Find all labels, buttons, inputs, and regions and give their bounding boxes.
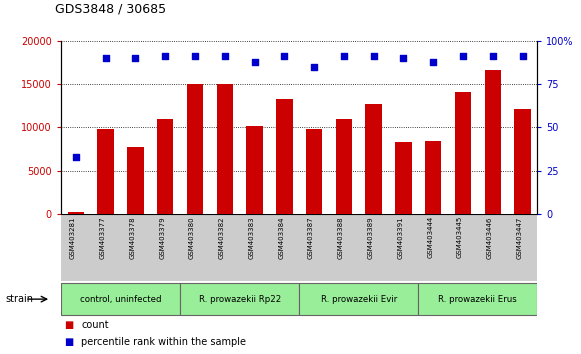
Text: GSM403377: GSM403377 [100,216,106,259]
Bar [336,119,352,214]
Text: GSM403387: GSM403387 [308,216,314,259]
Point [160,53,170,59]
Bar [276,99,292,214]
Point [339,53,349,59]
Bar [395,142,411,214]
Bar [157,119,173,214]
Bar [127,147,144,214]
FancyBboxPatch shape [418,283,537,315]
Text: ■: ■ [64,337,73,348]
Text: GSM403447: GSM403447 [517,216,522,258]
Bar [365,104,382,214]
Bar [217,84,233,214]
Bar [98,129,114,214]
Text: GSM403383: GSM403383 [249,216,254,259]
Text: GSM403380: GSM403380 [189,216,195,259]
Text: GDS3848 / 30685: GDS3848 / 30685 [55,2,166,15]
Text: R. prowazekii Erus: R. prowazekii Erus [439,295,517,304]
Text: GSM403382: GSM403382 [219,216,225,259]
Point [399,55,408,61]
Bar [306,129,322,214]
Text: GSM403444: GSM403444 [427,216,433,258]
Text: ■: ■ [64,320,73,330]
Bar [455,92,471,214]
Bar [425,141,442,214]
Text: GSM403388: GSM403388 [338,216,344,259]
Point [429,59,438,64]
Text: GSM403391: GSM403391 [397,216,403,259]
Text: R. prowazekii Evir: R. prowazekii Evir [321,295,397,304]
Point [279,53,289,59]
Point [458,53,468,59]
Text: GSM403445: GSM403445 [457,216,463,258]
Text: GSM403281: GSM403281 [70,216,76,259]
Point [220,53,229,59]
Text: percentile rank within the sample: percentile rank within the sample [81,337,246,348]
Point [191,53,200,59]
Bar [485,70,501,214]
Point [71,154,81,160]
Text: GSM403389: GSM403389 [368,216,374,259]
Point [310,64,319,69]
Text: GSM403446: GSM403446 [487,216,493,258]
Bar [187,84,203,214]
Text: GSM403378: GSM403378 [130,216,135,259]
Point [101,55,110,61]
FancyBboxPatch shape [299,283,418,315]
Bar [246,126,263,214]
Text: count: count [81,320,109,330]
Text: GSM403384: GSM403384 [278,216,284,259]
Point [250,59,259,64]
Bar [514,109,530,214]
Point [488,53,497,59]
Bar [68,212,84,214]
Text: GSM403379: GSM403379 [159,216,165,259]
FancyBboxPatch shape [180,283,299,315]
Text: strain: strain [6,294,34,304]
Text: control, uninfected: control, uninfected [80,295,162,304]
FancyBboxPatch shape [61,283,180,315]
Point [518,53,527,59]
Text: R. prowazekii Rp22: R. prowazekii Rp22 [199,295,281,304]
Point [131,55,140,61]
Point [369,53,378,59]
